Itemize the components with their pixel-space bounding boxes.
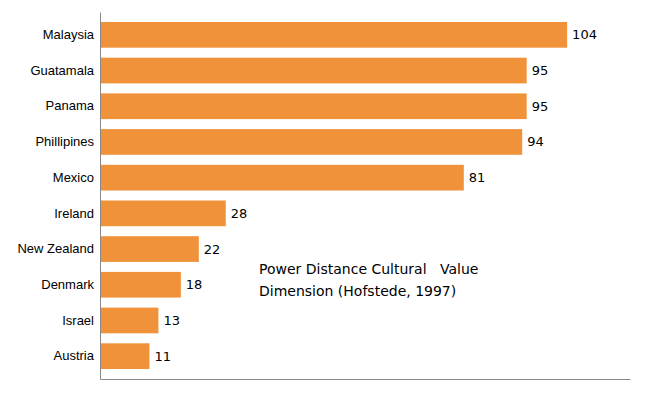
bar <box>100 22 567 48</box>
y-tick-label: Panama <box>46 98 95 113</box>
y-axis-line <box>100 13 101 380</box>
y-tick-label: Ireland <box>54 206 94 221</box>
y-tick: Phillipines <box>35 134 94 149</box>
y-tick-label: Denmark <box>41 277 94 292</box>
data-label: 104 <box>572 27 597 42</box>
y-tick: Malaysia <box>43 27 95 42</box>
data-label: 81 <box>469 170 486 185</box>
annotation: Power Distance Cultural Value Dimension (… <box>259 261 478 299</box>
data-label: 95 <box>532 99 549 114</box>
data-label: 18 <box>186 277 203 292</box>
y-tick-label: New Zealand <box>17 241 94 256</box>
data-label: 13 <box>163 313 180 328</box>
annotation-line: Dimension (Hofstede, 1997) <box>259 283 456 299</box>
y-tick-label: Phillipines <box>35 134 94 149</box>
y-tick: Ireland <box>54 206 94 221</box>
bar <box>100 58 527 84</box>
bar <box>100 308 158 334</box>
data-labels: 11 13 18 22 28 81 94 95 95 104 <box>154 27 597 363</box>
y-tick: Israel <box>62 313 94 328</box>
y-tick: Denmark <box>41 277 94 292</box>
data-label: 95 <box>532 63 549 78</box>
y-tick-label: Mexico <box>53 170 94 185</box>
y-tick: New Zealand <box>17 241 94 256</box>
bar <box>100 272 181 298</box>
y-tick-label: Israel <box>62 313 94 328</box>
bar <box>100 93 527 119</box>
chart: Austria Israel Denmark New Zealand Ireland Me… <box>0 0 650 395</box>
bar <box>100 200 226 226</box>
y-tick: Panama <box>46 98 95 113</box>
x-axis-line <box>101 379 631 380</box>
y-tick-label: Austria <box>54 348 95 363</box>
bar <box>100 236 199 262</box>
y-tick: Guatamala <box>30 63 94 78</box>
y-axis: Austria Israel Denmark New Zealand Ireland Me… <box>17 13 100 380</box>
bar <box>100 129 522 155</box>
y-tick-label: Guatamala <box>30 63 94 78</box>
data-label: 28 <box>231 206 248 221</box>
data-label: 22 <box>204 242 221 257</box>
y-tick: Austria <box>54 348 95 363</box>
bar <box>100 343 149 369</box>
bar <box>100 165 464 191</box>
data-label: 11 <box>154 349 171 364</box>
plot: Austria Israel Denmark New Zealand Ireland Me… <box>17 13 630 380</box>
y-tick-label: Malaysia <box>43 27 95 42</box>
data-label: 94 <box>527 134 544 149</box>
bars <box>100 22 567 369</box>
y-tick: Mexico <box>53 170 94 185</box>
x-axis <box>101 379 631 380</box>
annotation-line: Power Distance Cultural Value <box>259 261 478 277</box>
